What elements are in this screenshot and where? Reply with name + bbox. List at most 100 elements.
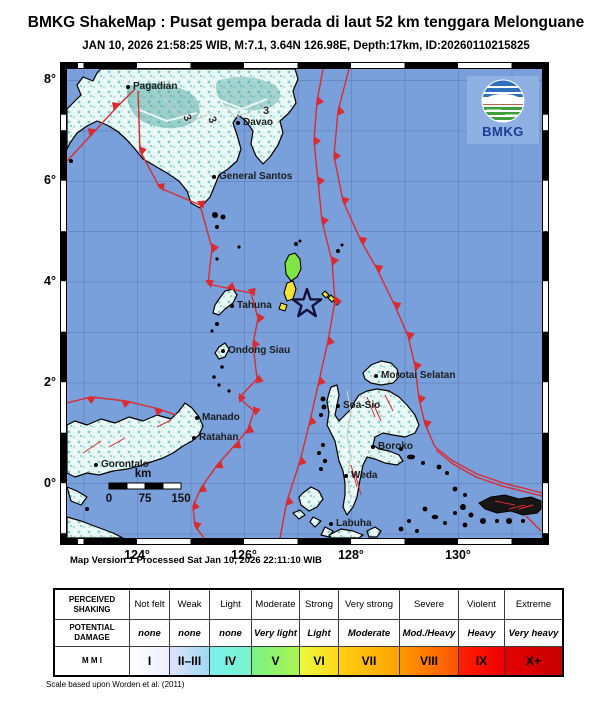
city-label: Boroko [378,441,413,452]
fault-diagonal-b [435,449,542,497]
legend-shaking-cell: Strong [300,590,339,620]
trench-east [333,69,436,448]
city-marker: Tahuna [230,301,272,311]
scale-bar-tick-label: 150 [171,493,191,505]
city-label: Davao [243,117,274,128]
city-marker: Ratahan [192,433,238,443]
city-label: Weda [351,470,378,481]
map-version-note: Map Version 1 Processed Sat Jan 10, 2026… [70,555,322,566]
legend-rowheader-damage: POTENTIAL DAMAGE [55,620,130,647]
city-dot-icon [212,175,216,179]
scale-bar-tick-label: 75 [138,493,152,505]
legend-damage-cell: Moderate [339,620,400,647]
scale-footnote: Scale based upon Worden et al. (2011) [46,680,185,689]
city-dot-icon [221,349,225,353]
city-dot-icon [374,374,378,378]
city-dot-icon [236,121,240,125]
city-label: Gorontalo [101,459,149,470]
scale-bar-tick-label: 0 [105,493,113,505]
legend-rowheader-shaking: PERCEIVED SHAKING [55,590,130,620]
talaud-intensity-islands [278,252,341,312]
lat-tick-label: 4° [44,274,56,288]
lon-tick-label: 126° [231,548,257,562]
epicenter-star-icon [291,287,323,318]
city-dot-icon [192,436,196,440]
legend-table: PERCEIVED SHAKING Not felt Weak Light Moderat… [53,588,564,677]
land-obi [328,528,364,538]
city-label: General Santos [219,171,293,182]
scale-bar [108,482,182,490]
legend-shaking-cell: Light [210,590,252,620]
city-marker: Soa-Sio [336,401,380,411]
legend-shaking-cell: Very strong [339,590,400,620]
trench-sangihe [137,90,265,538]
talaud-green-island [284,252,302,282]
legend-shaking-cell: Moderate [252,590,300,620]
land-waigeo [478,494,542,516]
map-frame: BMKG km Pagadian Davao General Santos Tahun… [60,62,549,545]
legend-mmi-cell: VI [300,647,339,675]
frame-left [61,69,67,538]
legend-mmi-cell: IX [459,647,505,675]
legend-mmi-cell: VIII [400,647,459,675]
legend-damage-cell: Very heavy [505,620,562,647]
legend-mmi-cell: X+ [505,647,562,675]
legend-shaking-cell: Extreme [505,590,562,620]
land-bacan [298,486,324,512]
lon-tick-label: 130° [445,548,471,562]
legend-damage-cell: none [130,620,170,647]
city-marker: Ondong Siau [221,346,290,356]
city-label: Tahuna [237,300,272,311]
city-marker: Gorontalo [94,460,149,470]
lat-tick-label: 6° [44,173,56,187]
legend-mmi-cell: II–III [170,647,210,675]
city-marker: Morotai Selatan [374,371,455,381]
city-label: Ratahan [199,432,239,443]
city-dot-icon [336,404,340,408]
legend-damage-cell: Light [300,620,339,647]
city-dot-icon [230,304,234,308]
city-dot-icon [126,85,130,89]
city-dot-icon [329,522,333,526]
city-label: Labuha [336,518,372,529]
city-dot-icon [371,445,375,449]
lat-tick-label: 0° [44,476,56,490]
bmkg-logo-icon [481,79,525,123]
city-dot-icon [344,474,348,478]
lon-tick-label: 124° [124,548,150,562]
legend-damage-cell: none [210,620,252,647]
city-label: Pagadian [133,81,178,92]
legend-shaking-cell: Weak [170,590,210,620]
trench-lines [67,69,542,538]
city-marker: General Santos [212,172,292,182]
trench-molucca [67,396,177,416]
mindanao-relief [126,76,281,129]
city-marker: Labuha [329,519,372,529]
map-graphics [67,69,542,538]
city-marker: Boroko [371,442,413,452]
city-marker: Davao [236,118,273,128]
fault-diagonal-a [434,446,542,494]
frame-bottom [61,538,548,544]
trench-cotabato [67,88,136,162]
talaud-yellow-island [283,280,297,302]
legend-mmi-cell: VII [339,647,400,675]
frame-right [542,69,548,538]
city-label: Morotai Selatan [381,370,456,381]
contour-label: 3 [263,105,270,117]
page-title: BMKG ShakeMap : Pusat gempa berada di la… [27,14,585,31]
lat-tick-label: 2° [44,375,56,389]
page-subtitle: JAN 10, 2026 21:58:25 WIB, M:7.1, 3.64N … [82,40,530,52]
legend-damage-cell: none [170,620,210,647]
legend-damage-cell: Heavy [459,620,505,647]
city-dot-icon [195,416,199,420]
trench-philippine [279,69,342,538]
city-label: Manado [202,412,240,423]
legend-mmi-cell: IV [210,647,252,675]
city-marker: Weda [344,471,378,481]
legend-mmi-cell: V [252,647,300,675]
legend-damage-cell: Mod./Heavy [400,620,459,647]
legend-rowheader-mmi: M M I [55,647,130,675]
legend-damage-cell: Very light [252,620,300,647]
